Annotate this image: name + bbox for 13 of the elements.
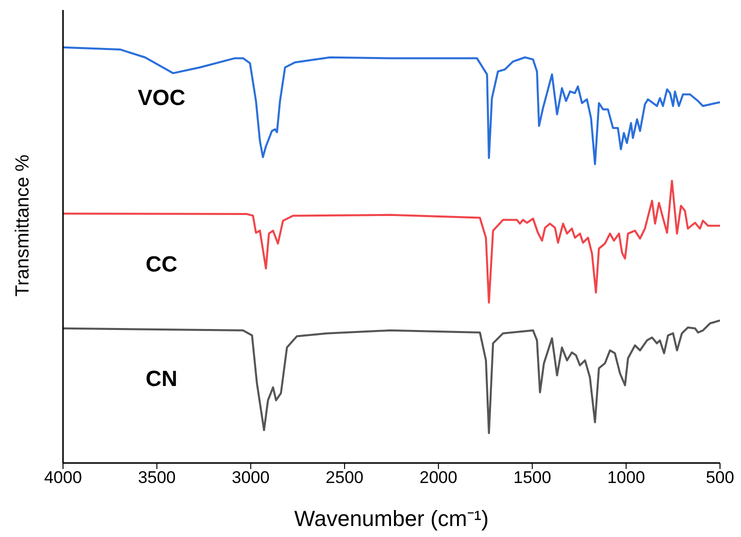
series-label: CC (146, 251, 178, 276)
y-axis-title: Transmittance % (12, 154, 34, 296)
x-tick-label: 3500 (138, 468, 176, 488)
x-tick-label: 2500 (326, 468, 364, 488)
x-tick-label: 3000 (232, 468, 270, 488)
x-tick-label: 4000 (44, 468, 82, 488)
x-tick-label: 1500 (513, 468, 552, 488)
x-axis-title: Wavenumber (cm⁻¹) (294, 506, 489, 531)
series-label: VOC (138, 85, 186, 110)
series-label: CN (146, 366, 178, 392)
x-tick-label: 1000 (607, 468, 646, 488)
x-tick-label: 2000 (420, 468, 458, 488)
x-tick-label: 500 (706, 468, 734, 488)
